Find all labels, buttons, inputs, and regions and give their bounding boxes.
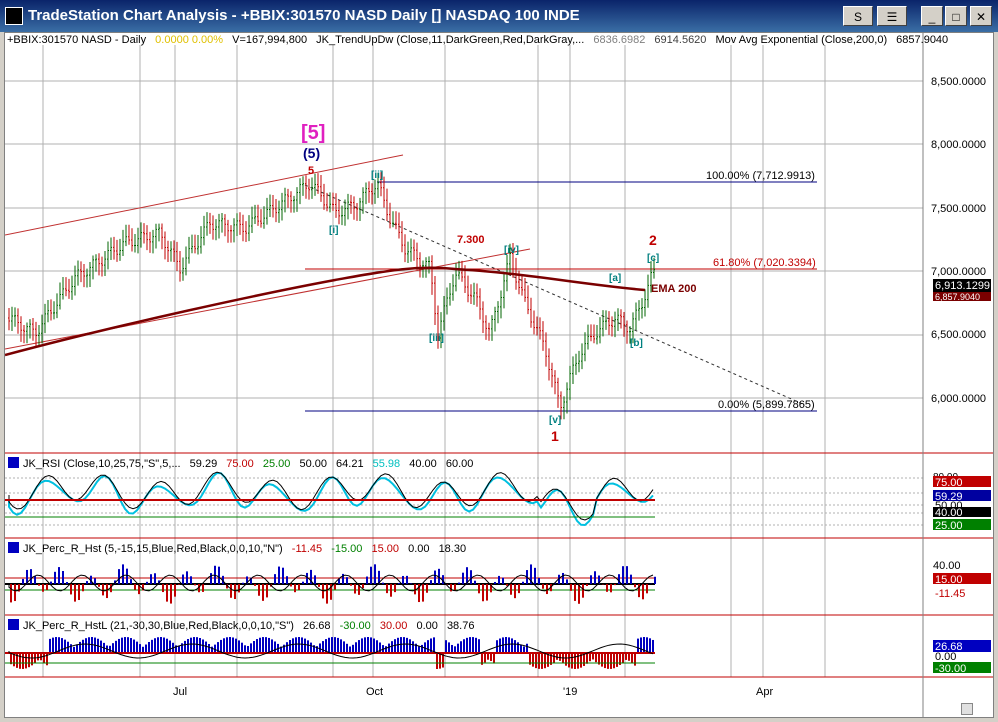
perc-r-value: -15.00 (331, 543, 363, 555)
perc-rl-axis-label: 26.68 (935, 641, 963, 653)
price-axis-label: 8,500.0000 (931, 76, 986, 88)
rsi-axis-label: 75.00 (935, 477, 963, 489)
rsi-value: 50.00 (299, 458, 327, 470)
time-axis-label: Jul (173, 686, 187, 698)
ema-200-line (5, 266, 646, 357)
perc-r-axis-label: -11.45 (935, 588, 965, 600)
perc-r-l-panel (5, 637, 655, 669)
perc-rl-name: JK_Perc_R_HstL (21,-30,30,Blue,Red,Black… (23, 620, 294, 632)
wave-i-label: [i] (329, 225, 338, 236)
title-bar: TradeStation Chart Analysis - +BBIX:3015… (0, 0, 998, 32)
perc-r-value: 15.00 (371, 543, 400, 555)
wave-c-label: [c] (647, 253, 659, 264)
price-axis-label: 7,000.0000 (931, 266, 986, 278)
wave-5-small-label: 5 (308, 165, 314, 177)
scroll-handle[interactable] (961, 703, 973, 715)
perc-r-panel (5, 564, 656, 604)
rsi-value: 64.21 (336, 458, 364, 470)
level-7300-label: 7.300 (457, 234, 485, 246)
ema-price-label: 6,857.9040 (935, 292, 980, 302)
perc-rl-value: 26.68 (303, 620, 331, 632)
indicator-square-icon (8, 542, 19, 553)
time-axis-label: Apr (756, 686, 773, 698)
mavg-label: Mov Avg Exponential (Close,200,0) (715, 34, 888, 46)
perc-rl-axis-label: 0.00 (935, 651, 956, 663)
chart-canvas[interactable]: [5] (5) 5 [i] [ii] [iii] [iv] [v] [a] [b… (5, 33, 993, 717)
rsi-name: JK_RSI (Close,10,25,75,"S",5,... (23, 458, 181, 470)
perc-rl-value: 38.76 (446, 620, 475, 632)
wave-5-mid-label: (5) (303, 145, 320, 161)
wave-ii-label: [ii] (371, 170, 383, 181)
perc-r-name: JK_Perc_R_Hst (5,-15,15,Blue,Red,Black,0… (23, 543, 283, 555)
volume-label: V=167,994,800 (232, 34, 308, 46)
close-button[interactable]: ✕ (970, 6, 992, 26)
wave-5-big-label: [5] (301, 122, 325, 144)
wave-1-label: 1 (551, 428, 559, 444)
rsi-value: 59.29 (189, 458, 218, 470)
rsi-value: 25.00 (262, 458, 291, 470)
last-price-box (933, 279, 991, 292)
indicator-label: JK_TrendUpDw (Close,11,DarkGreen,Red,Dar… (316, 34, 585, 46)
rsi-header: JK_RSI (Close,10,25,75,"S",5,... 59.29 7… (8, 457, 479, 470)
maximize-button[interactable]: □ (945, 6, 967, 26)
s-button[interactable]: S (843, 6, 873, 26)
chart-window[interactable]: [5] (5) 5 [i] [ii] [iii] [iv] [v] [a] [b… (4, 32, 994, 718)
chart-header: +BBIX:301570 NASD - Daily 0.0000 0.00% V… (7, 34, 954, 46)
indicator-square-icon (8, 619, 19, 630)
wave-iv-label: [iv] (504, 245, 519, 256)
perc-rl-value: 0.00 (416, 620, 438, 632)
perc-r-l-header: JK_Perc_R_HstL (21,-30,30,Blue,Red,Black… (8, 619, 480, 632)
wave-a-label: [a] (609, 273, 621, 284)
indicator-value-2: 6914.5620 (654, 34, 707, 46)
perc-r-value: 18.30 (438, 543, 467, 555)
rsi-value: 40.00 (409, 458, 437, 470)
wave-v-label: [v] (549, 415, 561, 426)
rsi-value: 75.00 (226, 458, 254, 470)
rsi-value: 60.00 (445, 458, 474, 470)
indicator-square-icon (8, 457, 19, 468)
fib-0-label: 0.00% (5,899.7865) (718, 399, 815, 411)
minimize-button[interactable]: _ (921, 6, 943, 26)
perc-r-value: 0.00 (408, 543, 430, 555)
fib-100-label: 100.00% (7,712.9913) (706, 170, 815, 182)
perc-r-axis-label: 15.00 (935, 574, 963, 586)
window-title: TradeStation Chart Analysis - +BBIX:3015… (28, 7, 580, 24)
ema-price-box (933, 292, 991, 301)
perc-r-header: JK_Perc_R_Hst (5,-15,15,Blue,Red,Black,0… (8, 542, 472, 555)
mavg-value: 6857.9040 (896, 34, 949, 46)
wave-iii-label: [iii] (429, 333, 444, 344)
last-price-label: 6,913.1299 (935, 280, 990, 292)
price-axis-label: 7,500.0000 (931, 203, 986, 215)
time-axis-label: Oct (366, 686, 383, 698)
price-axis-label: 8,000.0000 (931, 139, 986, 151)
rsi-axis-label: 40.00 (935, 507, 963, 519)
price-axis-label: 6,500.0000 (931, 329, 986, 341)
perc-rl-axis-label: -30.00 (935, 663, 966, 675)
perc-r-value: -11.45 (291, 543, 323, 555)
symbol-label: +BBIX:301570 NASD - Daily (7, 34, 147, 46)
rsi-value: 55.98 (372, 458, 401, 470)
change-label: 0.0000 0.00% (155, 34, 224, 46)
wave-2-label: 2 (649, 232, 657, 248)
fib-618-label: 61.80% (7,020.3394) (713, 257, 816, 269)
rsi-axis-label: 59.29 (935, 491, 963, 503)
price-axis-label: 6,000.0000 (931, 393, 986, 405)
wave-b-label: [b] (630, 338, 643, 349)
perc-rl-value: -30.00 (339, 620, 371, 632)
perc-rl-value: 30.00 (379, 620, 408, 632)
tools-button[interactable]: ☰ (877, 6, 907, 26)
rsi-axis-label: 25.00 (935, 520, 963, 532)
ema-200-label: EMA 200 (651, 283, 696, 295)
perc-r-axis-label: 40.00 (933, 560, 961, 572)
app-icon (5, 7, 23, 25)
indicator-value-1: 6836.6982 (593, 34, 646, 46)
time-axis-label: '19 (563, 686, 577, 698)
price-bars (8, 172, 655, 420)
rsi-panel (5, 471, 655, 527)
